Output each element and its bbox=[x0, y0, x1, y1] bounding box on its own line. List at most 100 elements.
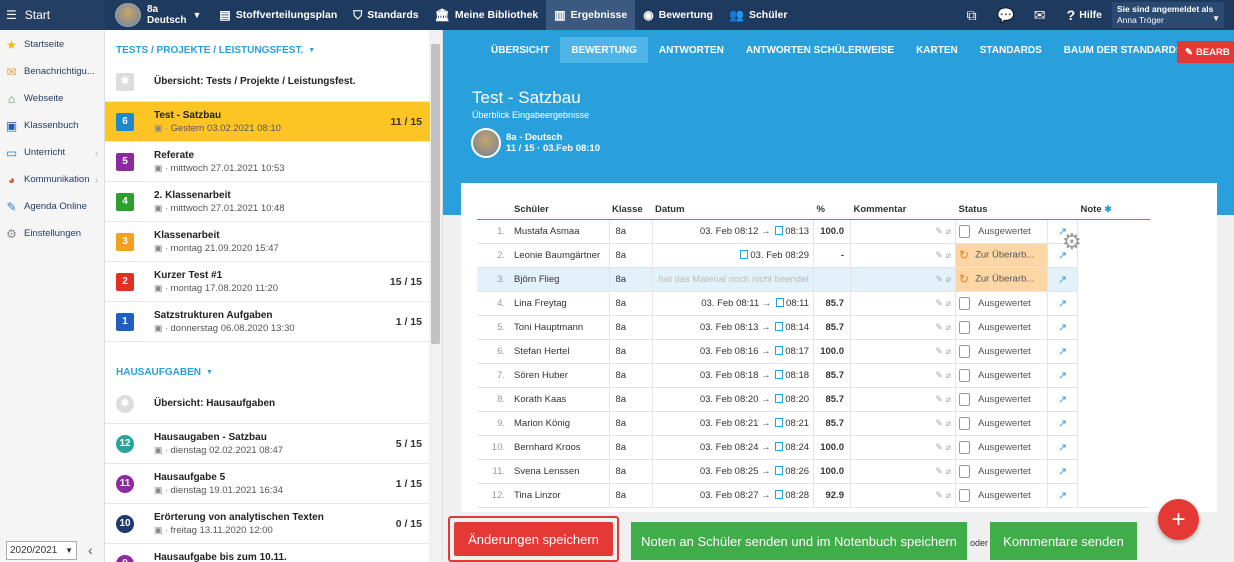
nav-schüler[interactable]: 👥 Schüler bbox=[721, 0, 795, 30]
open-external-icon[interactable]: ↗ bbox=[1047, 387, 1078, 412]
table-row[interactable]: 10. Bernhard Kroos 8a 03. Feb 08:24 → 08:24… bbox=[477, 435, 1150, 460]
tab-karten[interactable]: KARTEN bbox=[916, 44, 958, 56]
scrollbar-thumb[interactable] bbox=[431, 44, 440, 344]
attachment-icon[interactable]: ⌀ bbox=[945, 489, 952, 500]
tab-antworten[interactable]: ANTWORTEN bbox=[658, 44, 724, 56]
status-cell[interactable]: Ausgewertet bbox=[955, 315, 1048, 340]
table-row[interactable]: 3. Björn Flieg 8a hat das Material noch nic… bbox=[477, 267, 1150, 292]
tab-übersicht[interactable]: ÜBERSICHT bbox=[491, 44, 550, 56]
tab-baum-der-standards[interactable]: BAUM DER STANDARDS bbox=[1063, 44, 1183, 56]
list-item[interactable]: 1 Satzstrukturen Aufgaben ▣ · donnerstag 0… bbox=[105, 302, 430, 342]
list-item[interactable]: 3 Klassenarbeit ▣ · montag 21.09.2020 15:4… bbox=[105, 222, 430, 262]
open-external-icon[interactable]: ↗ bbox=[1047, 291, 1078, 316]
list-item[interactable]: 2 Kurzer Test #1 ▣ · montag 17.08.2020 11:… bbox=[105, 262, 430, 302]
attachment-icon[interactable]: ⌀ bbox=[945, 321, 952, 332]
comment-cell[interactable]: ✎ ⌀ bbox=[850, 243, 956, 268]
sidebar-item-webseite[interactable]: ⌂ Webseite bbox=[0, 85, 104, 112]
col-note[interactable]: Note ✱ bbox=[1077, 201, 1150, 220]
open-external-icon[interactable]: ↗ bbox=[1047, 435, 1078, 460]
add-fab-button[interactable]: + bbox=[1158, 499, 1199, 540]
pencil-icon[interactable]: ✎ bbox=[935, 369, 946, 380]
pencil-icon[interactable]: ✎ bbox=[935, 417, 946, 428]
col-comment[interactable]: Kommentar bbox=[850, 201, 956, 220]
col-student[interactable]: Schüler bbox=[511, 201, 609, 220]
open-external-icon[interactable]: ↗ bbox=[1047, 219, 1078, 244]
pencil-icon[interactable]: ✎ bbox=[935, 441, 946, 452]
pencil-icon[interactable]: ✎ bbox=[935, 393, 946, 404]
comment-cell[interactable]: ✎ ⌀ bbox=[850, 387, 956, 412]
table-row[interactable]: 2. Leonie Baumgärtner 8a 03. Feb 08:29- ✎ ⌀ ↻… bbox=[477, 243, 1150, 268]
list-item[interactable]: 12 Hausaugaben - Satzbau ▣ · dienstag 02.0… bbox=[105, 424, 430, 464]
col-date[interactable]: Datum bbox=[652, 201, 814, 220]
list-item[interactable]: 10 Erörterung von analytischen Texten ▣ · … bbox=[105, 504, 430, 544]
comment-cell[interactable]: ✎ ⌀ bbox=[850, 363, 956, 388]
comment-cell[interactable]: ✎ ⌀ bbox=[850, 459, 956, 484]
mail-icon[interactable]: ✉ bbox=[1033, 6, 1046, 23]
status-cell[interactable]: Ausgewertet bbox=[955, 339, 1048, 364]
open-external-icon[interactable]: ↗ bbox=[1047, 411, 1078, 436]
comment-cell[interactable]: ✎ ⌀ bbox=[850, 267, 956, 292]
status-cell[interactable]: Ausgewertet bbox=[955, 459, 1048, 484]
attachment-icon[interactable]: ⌀ bbox=[945, 345, 952, 356]
pencil-icon[interactable]: ✎ bbox=[935, 489, 946, 500]
send-comments-button[interactable]: Kommentare senden bbox=[990, 522, 1137, 560]
help-button[interactable]: ? Hilfe bbox=[1066, 7, 1102, 23]
open-external-icon[interactable]: ↗ bbox=[1047, 243, 1078, 268]
table-row[interactable]: 11. Svena Lenssen 8a 03. Feb 08:25 → 08:26 1… bbox=[477, 459, 1150, 484]
open-external-icon[interactable]: ↗ bbox=[1047, 483, 1078, 508]
status-cell[interactable]: Ausgewertet bbox=[955, 483, 1048, 508]
comment-cell[interactable]: ✎ ⌀ bbox=[850, 483, 956, 508]
pencil-icon[interactable]: ✎ bbox=[935, 321, 946, 332]
nav-ergebnisse[interactable]: ▥ Ergebnisse bbox=[546, 0, 636, 30]
list-item[interactable]: 11 Hausaufgabe 5 ▣ · dienstag 19.01.2021 1… bbox=[105, 464, 430, 504]
list-item[interactable]: 6 Test - Satzbau ▣ · Gestern 03.02.2021 08… bbox=[105, 102, 430, 142]
user-menu[interactable]: Sie sind angemeldet als Anna Tröger ▼ bbox=[1112, 2, 1224, 28]
list-item[interactable]: 5 Referate ▣ · mittwoch 27.01.2021 10:53 bbox=[105, 142, 430, 182]
attachment-icon[interactable]: ⌀ bbox=[945, 441, 952, 452]
send-grades-button[interactable]: Noten an Schüler senden und im Notenbuch… bbox=[631, 522, 967, 560]
open-external-icon[interactable]: ↗ bbox=[1047, 267, 1078, 292]
col-percent[interactable]: % bbox=[813, 201, 851, 220]
open-external-icon[interactable]: ↗ bbox=[1047, 339, 1078, 364]
attachment-icon[interactable]: ⌀ bbox=[945, 393, 952, 404]
status-cell[interactable]: Ausgewertet bbox=[955, 435, 1048, 460]
sidebar-item-benachrichtigu-[interactable]: ✉ Benachrichtigu... bbox=[0, 58, 104, 85]
table-row[interactable]: 1. Mustafa Asmaa 8a 03. Feb 08:12 → 08:13 10… bbox=[477, 219, 1150, 508]
status-cell[interactable]: Ausgewertet bbox=[955, 219, 1048, 244]
homework-section-header[interactable]: HAUSAUFGABEN ▼ bbox=[116, 366, 213, 378]
comment-cell[interactable]: ✎ ⌀ bbox=[850, 315, 956, 340]
school-year-select[interactable]: 2020/2021 ▼ bbox=[6, 541, 77, 560]
comment-cell[interactable]: ✎ ⌀ bbox=[850, 435, 956, 460]
pencil-icon[interactable]: ✎ bbox=[935, 345, 946, 356]
nav-bewertung[interactable]: ◉ Bewertung bbox=[635, 0, 721, 30]
sidebar-item-klassenbuch[interactable]: ▣ Klassenbuch bbox=[0, 112, 104, 139]
list-item[interactable]: 4 2. Klassenarbeit ▣ · mittwoch 27.01.2021… bbox=[105, 182, 430, 222]
table-row[interactable]: 8. Korath Kaas 8a 03. Feb 08:20 → 08:20 85.7… bbox=[477, 387, 1150, 412]
open-external-icon[interactable]: ↗ bbox=[1047, 363, 1078, 388]
pencil-icon[interactable]: ✎ bbox=[935, 249, 946, 260]
tests-overview-item[interactable]: ✱ Übersicht: Tests / Projekte / Leistung… bbox=[105, 62, 430, 102]
pencil-icon[interactable]: ✎ bbox=[935, 465, 946, 476]
screen-share-icon[interactable]: ⧉ bbox=[966, 6, 977, 23]
pencil-icon[interactable]: ✎ bbox=[935, 225, 946, 236]
status-cell[interactable]: Ausgewertet bbox=[955, 363, 1048, 388]
pencil-icon[interactable]: ✎ bbox=[935, 273, 946, 284]
nav-standards[interactable]: ⛉ Standards bbox=[345, 0, 426, 30]
settings-icon[interactable]: ✱ bbox=[1104, 204, 1112, 215]
col-status[interactable]: Status bbox=[955, 201, 1048, 220]
sidebar-item-einstellungen[interactable]: ⚙ Einstellungen bbox=[0, 220, 104, 247]
table-row[interactable]: 9. Marion König 8a 03. Feb 08:21 → 08:21 85.… bbox=[477, 411, 1150, 436]
attachment-icon[interactable]: ⌀ bbox=[945, 417, 952, 428]
attachment-icon[interactable]: ⌀ bbox=[945, 249, 952, 260]
open-external-icon[interactable]: ↗ bbox=[1047, 315, 1078, 340]
table-row[interactable]: 12. Tina Linzor 8a 03. Feb 08:27 → 08:28 92.… bbox=[477, 483, 1150, 508]
table-row[interactable]: 7. Sören Huber 8a 03. Feb 08:18 → 08:18 85.7… bbox=[477, 363, 1150, 388]
comment-cell[interactable]: ✎ ⌀ bbox=[850, 411, 956, 436]
save-changes-button[interactable]: Änderungen speichern bbox=[454, 522, 613, 556]
tests-section-header[interactable]: TESTS / PROJEKTE / LEISTUNGSFEST. ▼ bbox=[116, 44, 316, 56]
tab-standards[interactable]: STANDARDS bbox=[979, 44, 1042, 56]
comment-cell[interactable]: ✎ ⌀ bbox=[850, 219, 956, 244]
status-cell[interactable]: ↻ Zur Überarb... bbox=[955, 267, 1048, 292]
nav-meine-bibliothek[interactable]: 🏛 Meine Bibliothek bbox=[427, 0, 547, 30]
start-menu-button[interactable]: ☰ Start bbox=[0, 0, 105, 30]
